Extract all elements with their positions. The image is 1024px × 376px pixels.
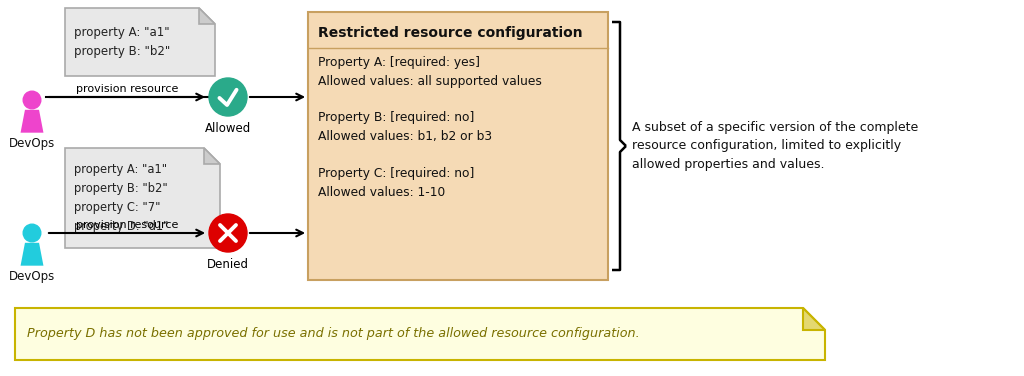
Text: property A: "a1"
property B: "b2": property A: "a1" property B: "b2"	[74, 26, 170, 58]
Text: provision resource: provision resource	[76, 220, 178, 230]
Text: DevOps: DevOps	[9, 137, 55, 150]
Polygon shape	[15, 308, 825, 360]
Polygon shape	[803, 308, 825, 330]
Text: Property D has not been approved for use and is not part of the allowed resource: Property D has not been approved for use…	[27, 327, 640, 341]
Text: Denied: Denied	[207, 258, 249, 271]
Circle shape	[209, 214, 247, 252]
Polygon shape	[20, 110, 43, 133]
Text: Property A: [required: yes]
Allowed values: all supported values

Property B: [r: Property A: [required: yes] Allowed valu…	[318, 56, 542, 199]
Polygon shape	[65, 148, 220, 248]
Text: property A: "a1"
property B: "b2"
property C: "7"
property D: "d1": property A: "a1" property B: "b2" proper…	[74, 163, 169, 233]
Text: provision resource: provision resource	[76, 84, 178, 94]
Polygon shape	[204, 148, 220, 164]
Text: Restricted resource configuration: Restricted resource configuration	[318, 26, 583, 40]
FancyBboxPatch shape	[308, 12, 608, 280]
Polygon shape	[65, 8, 215, 76]
Circle shape	[209, 78, 247, 116]
Polygon shape	[199, 8, 215, 24]
Circle shape	[24, 224, 41, 242]
Text: A subset of a specific version of the complete
resource configuration, limited t: A subset of a specific version of the co…	[632, 121, 919, 171]
Text: Allowed: Allowed	[205, 122, 251, 135]
Polygon shape	[20, 243, 43, 266]
Circle shape	[24, 91, 41, 109]
Text: DevOps: DevOps	[9, 270, 55, 283]
